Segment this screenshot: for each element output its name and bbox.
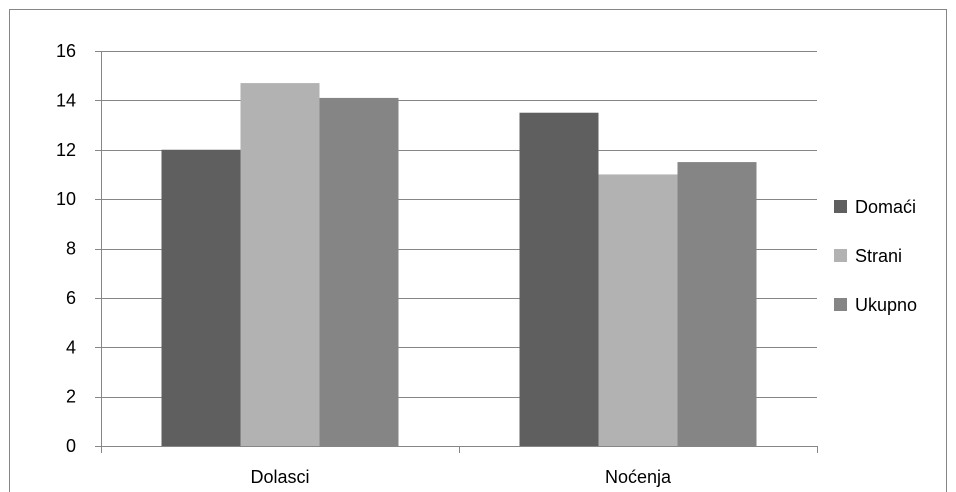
y-tick-label: 4 (66, 337, 76, 357)
legend-label: Ukupno (855, 295, 917, 315)
y-tick-label: 6 (66, 288, 76, 308)
legend-label: Domaći (855, 197, 916, 217)
chart-border-line (9, 9, 947, 492)
bar-dolasci-doma-i (161, 149, 241, 446)
axes (95, 51, 818, 453)
x-category-label: Noćenja (605, 467, 672, 487)
bar-no-enja-doma-i (519, 112, 599, 446)
y-tick-label: 8 (66, 239, 76, 259)
y-tick-label: 14 (56, 90, 76, 110)
tick-labels: 0 2 4 6 8 10 12 14 16 Dolasci Noćenja (56, 41, 672, 487)
bar-no-enja-ukupno (677, 162, 757, 446)
y-tick-label: 16 (56, 41, 76, 61)
legend: Domaći Strani Ukupno (834, 197, 917, 315)
y-tick-label: 2 (66, 387, 76, 407)
bars (161, 83, 757, 446)
chart-border (9, 9, 947, 492)
legend-swatch (834, 200, 847, 213)
bar-no-enja-strani (598, 174, 678, 446)
y-tick-label: 12 (56, 140, 76, 160)
x-category-label: Dolasci (250, 467, 309, 487)
y-tick-label: 0 (66, 436, 76, 456)
y-tick-label: 10 (56, 189, 76, 209)
bar-dolasci-ukupno (319, 97, 399, 446)
legend-swatch (834, 298, 847, 311)
legend-swatch (834, 249, 847, 262)
legend-label: Strani (855, 246, 902, 266)
bar-dolasci-strani (240, 83, 320, 446)
